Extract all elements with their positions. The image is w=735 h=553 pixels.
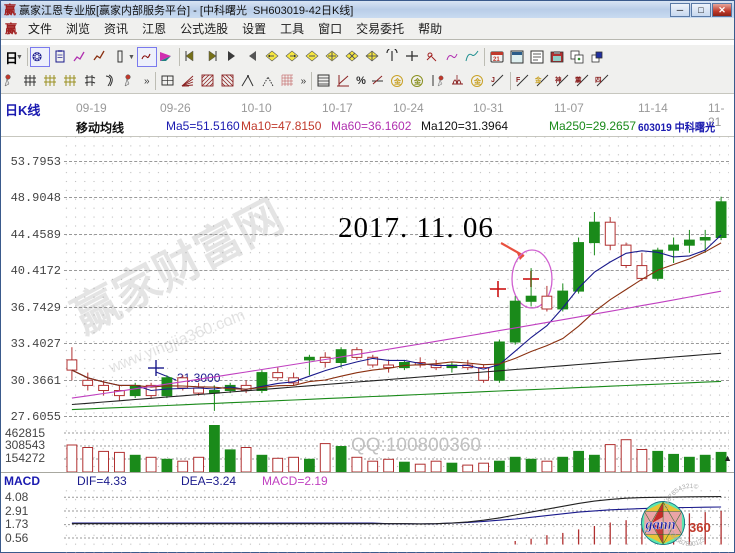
svg-text:金: 金 (473, 77, 482, 86)
svg-text:F: F (516, 77, 521, 84)
svg-text:金: 金 (393, 77, 402, 86)
svg-text:薰: 薰 (575, 75, 582, 84)
svg-text:四: 四 (595, 76, 602, 84)
svg-text:J: J (491, 77, 495, 84)
svg-text:神: 神 (555, 75, 562, 84)
svg-text:©1234567890123: ©1234567890123 (665, 523, 707, 548)
svg-text:21: 21 (493, 57, 500, 63)
svg-text:❂: ❂ (32, 50, 42, 64)
svg-text:0987654321©: 0987654321© (663, 482, 699, 509)
svg-text:金: 金 (535, 75, 542, 84)
svg-text:金: 金 (413, 77, 422, 86)
